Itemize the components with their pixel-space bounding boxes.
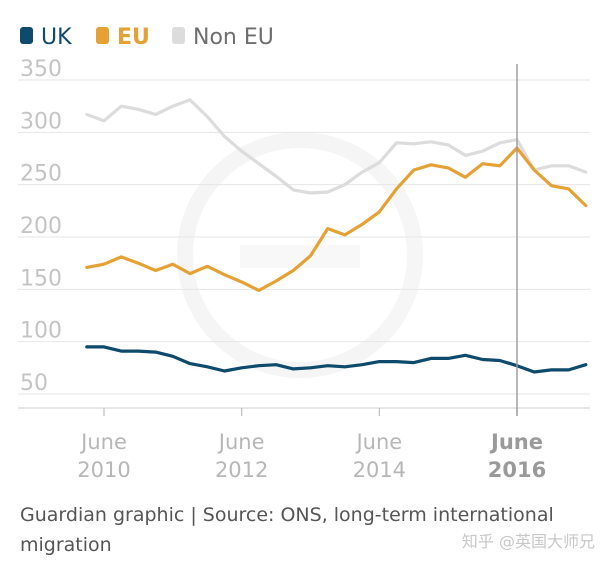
x-axis-ticks: June 2010 June 2012 June 2014 June 2016	[77, 408, 546, 482]
y-tick-label-150: 150	[20, 266, 62, 291]
x-tick-label-0-line1: June	[79, 430, 127, 454]
y-tick-label-200: 200	[20, 214, 62, 239]
y-axis-ticks: 50 100 150 200 250 300 350	[20, 57, 62, 396]
legend-swatch-2	[172, 27, 185, 44]
y-tick-label-300: 300	[20, 109, 62, 134]
legend-label-0: UK	[41, 25, 72, 50]
legend-label-1: EU	[117, 25, 150, 50]
x-tick-label-2-line1: June	[354, 430, 402, 454]
legend-label-2: Non EU	[193, 25, 274, 50]
series-line-uk	[85, 345, 588, 374]
source-note: Guardian graphic | Source: ONS, long-ter…	[20, 504, 554, 556]
series-line-non-eu	[85, 98, 588, 195]
legend-swatch-1	[96, 27, 109, 44]
gridlines	[18, 79, 590, 409]
y-tick-label-350: 350	[20, 57, 62, 82]
y-tick-label-50: 50	[20, 371, 48, 396]
x-tick-label-3-line2: 2016	[488, 458, 546, 482]
x-tick-label-1-line1: June	[217, 430, 265, 454]
legend-swatch-0	[20, 27, 33, 44]
y-tick-label-100: 100	[20, 319, 62, 344]
watermark-bar	[240, 245, 360, 268]
x-tick-label-2-line2: 2014	[353, 458, 406, 482]
watermark-logo	[177, 132, 423, 378]
series-lines	[85, 98, 588, 374]
watermark-text: 知乎 @英国大师兄	[461, 532, 595, 551]
line-chart: UK EU Non EU 50 100 150 200 250 300 350 June 2010…	[18, 25, 590, 482]
y-tick-label-250: 250	[20, 162, 62, 187]
x-tick-label-3-line1: June	[489, 430, 543, 454]
legend: UK EU Non EU	[20, 25, 274, 50]
series-line-eu	[85, 146, 588, 292]
x-tick-label-0-line2: 2010	[77, 458, 130, 482]
x-tick-label-1-line2: 2012	[215, 458, 268, 482]
